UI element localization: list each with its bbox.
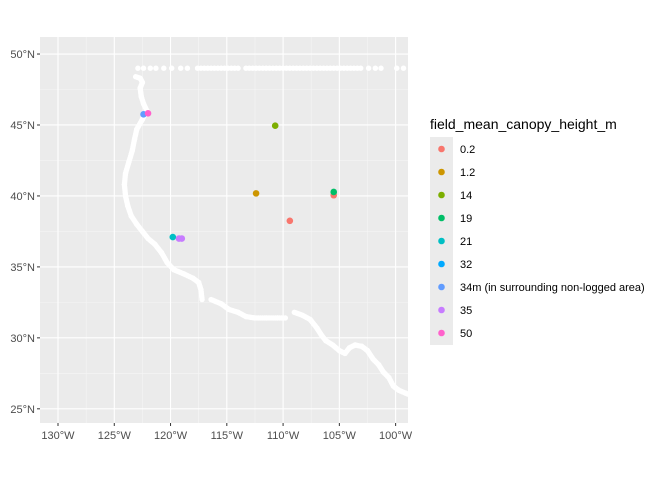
legend-key: [438, 283, 445, 291]
legend-key: [438, 237, 445, 245]
y-tick-label: 50°N: [10, 49, 35, 61]
y-tick-label: 45°N: [10, 120, 35, 132]
legend-key: [438, 260, 445, 268]
legend: field_mean_canopy_height_m 0.2 1.2 14 19 21 3…: [430, 116, 645, 345]
track-point: [358, 65, 364, 71]
track-point: [394, 65, 400, 71]
legend-label: 1.2: [460, 167, 475, 179]
y-tick-label: 30°N: [10, 333, 35, 345]
x-axis: 130°W 125°W 120°W 115°W 110°W 105°W 100°W: [41, 423, 413, 442]
data-point: [178, 235, 186, 242]
track-point: [400, 65, 407, 71]
x-tick-label: 125°W: [98, 430, 132, 442]
legend-label: 34m (in surrounding non-logged area): [460, 282, 645, 294]
track-point: [161, 65, 167, 71]
x-tick-label: 130°W: [41, 430, 75, 442]
y-tick-label: 40°N: [10, 191, 35, 203]
track-point: [153, 65, 159, 71]
track-point: [406, 391, 412, 398]
grid-lines: [40, 37, 408, 423]
data-point: [286, 217, 294, 225]
x-tick-label: 120°W: [154, 430, 188, 442]
track-point: [140, 65, 147, 71]
track-point: [147, 65, 153, 71]
x-tick-label: 105°W: [323, 430, 357, 442]
legend-key: [438, 214, 445, 222]
track-point: [378, 65, 384, 71]
legend-key: [438, 191, 445, 199]
legend-title: field_mean_canopy_height_m: [430, 116, 617, 132]
y-tick-label: 35°N: [10, 262, 35, 274]
data-point: [169, 233, 177, 241]
data-point: [330, 188, 338, 196]
legend-label: 14: [460, 190, 472, 202]
track-point: [372, 65, 379, 71]
x-tick-label: 115°W: [211, 430, 244, 442]
data-point: [252, 190, 260, 197]
legend-key: [438, 306, 445, 314]
x-tick-label: 110°W: [267, 430, 300, 442]
panel-background: [40, 37, 408, 423]
legend-label: 50: [460, 328, 472, 340]
legend-label: 0.2: [460, 144, 475, 156]
legend-label: 21: [460, 236, 472, 248]
track-point: [184, 65, 191, 71]
track-point: [282, 315, 289, 321]
legend-key: [438, 329, 445, 337]
data-point: [271, 122, 279, 129]
legend-key: [438, 168, 445, 176]
track-point: [168, 65, 175, 71]
plot-panel: [40, 37, 408, 423]
y-tick-label: 25°N: [10, 404, 35, 416]
data-points: [140, 110, 338, 242]
x-tick-label: 100°W: [379, 430, 413, 442]
track-point: [235, 65, 241, 71]
track-point: [177, 65, 184, 71]
legend-label: 32: [460, 259, 472, 271]
legend-label: 19: [460, 213, 472, 225]
track-point: [365, 65, 372, 71]
legend-label: 35: [460, 305, 472, 317]
y-axis: 25°N 30°N 35°N 40°N 45°N 50°N: [10, 49, 40, 416]
track-point: [135, 65, 141, 71]
legend-key: [438, 145, 445, 153]
track-point: [199, 296, 205, 303]
data-point: [144, 110, 152, 117]
